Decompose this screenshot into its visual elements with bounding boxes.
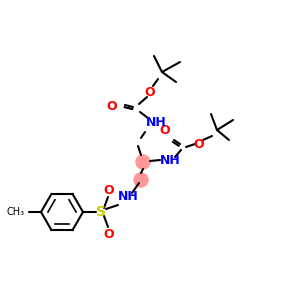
Text: S: S xyxy=(96,205,106,219)
Text: NH: NH xyxy=(160,154,180,166)
Text: NH: NH xyxy=(118,190,138,203)
Text: NH: NH xyxy=(146,116,167,130)
Circle shape xyxy=(136,155,150,169)
Text: O: O xyxy=(107,100,117,112)
Text: O: O xyxy=(145,85,155,98)
Text: CH₃: CH₃ xyxy=(7,207,25,217)
Text: O: O xyxy=(104,184,114,196)
Text: O: O xyxy=(104,227,114,241)
Circle shape xyxy=(134,173,148,187)
Text: O: O xyxy=(194,137,204,151)
Text: O: O xyxy=(160,124,170,137)
